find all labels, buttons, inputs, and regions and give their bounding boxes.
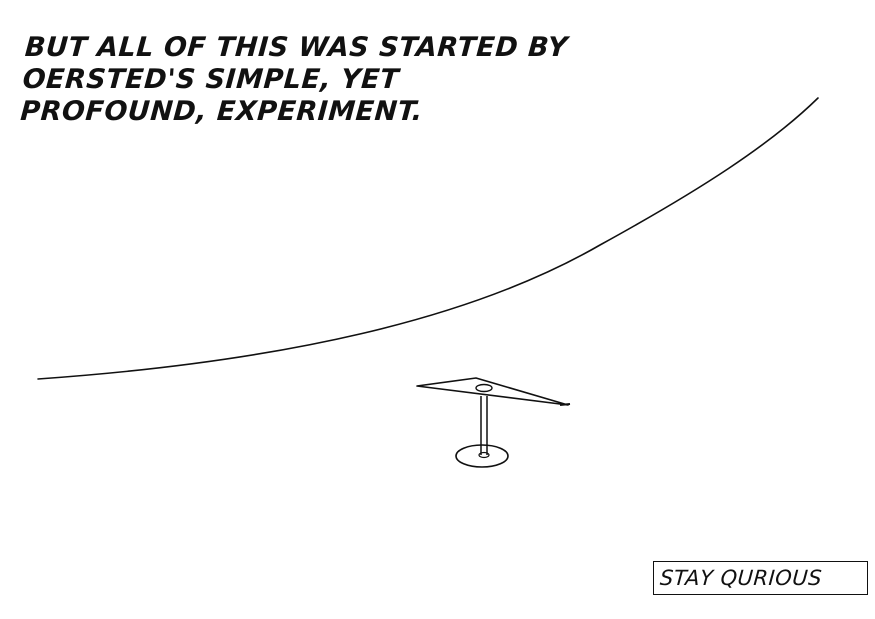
- compass-needle-hub: [475, 383, 493, 393]
- compass-needle-icon: [416, 377, 571, 468]
- tagline-box: STAY QURIOUS: [653, 561, 868, 595]
- compass-needle: [416, 377, 569, 406]
- tagline-text: STAY QURIOUS: [659, 566, 823, 590]
- wire-curve: [37, 97, 819, 380]
- compass-base-center: [478, 451, 490, 459]
- compass-base: [455, 444, 509, 468]
- compass-needle-tip: [559, 403, 571, 406]
